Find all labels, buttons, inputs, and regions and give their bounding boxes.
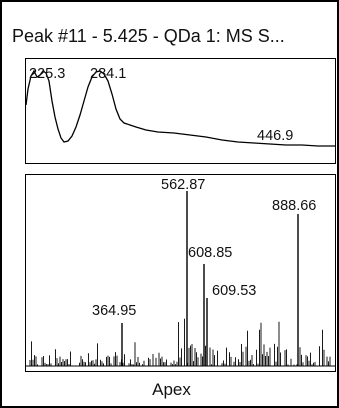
uv-spectrum-plot: 225.3 284.1 446.9 <box>26 66 335 147</box>
ms-label-608: 608.85 <box>188 245 232 261</box>
ms-noise-peaks <box>26 318 335 367</box>
ms-label-364: 364.95 <box>92 303 136 319</box>
spectrum-caption: Apex <box>152 380 191 399</box>
ms-spectrum-plot: 562.87 888.66 608.85 609.53 364.95 <box>26 177 335 367</box>
uv-label-446: 446.9 <box>257 128 293 144</box>
uv-spectrum-trace <box>26 69 335 147</box>
uv-label-225: 225.3 <box>29 66 65 82</box>
ms-label-609: 609.53 <box>212 283 256 299</box>
uv-label-284: 284.1 <box>90 66 126 82</box>
ms-label-562: 562.87 <box>161 177 205 193</box>
ms-spectrum-panel: 562.87 888.66 608.85 609.53 364.95 <box>25 174 336 372</box>
peak-title: Peak #11 - 5.425 - QDa 1: MS S... <box>12 26 285 46</box>
uv-spectrum-panel: 225.3 284.1 446.9 <box>25 58 336 164</box>
ms-label-888: 888.66 <box>272 198 316 214</box>
